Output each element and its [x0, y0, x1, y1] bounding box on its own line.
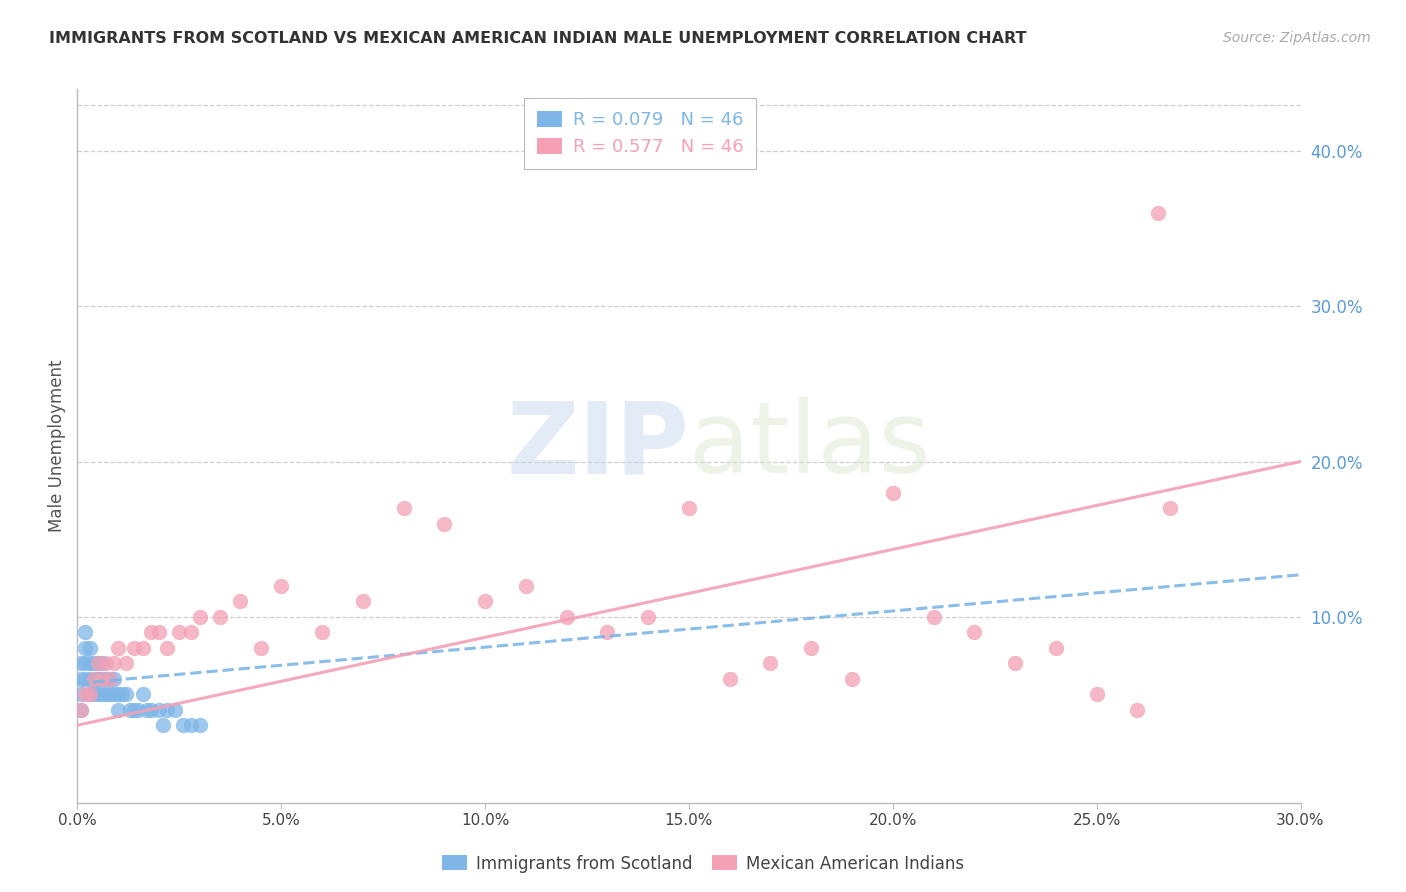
Point — [1085, 687, 1108, 701]
Point — [87, 672, 110, 686]
Point — [103, 656, 125, 670]
Point — [103, 672, 125, 686]
Point — [152, 718, 174, 732]
Point — [311, 625, 333, 640]
Point — [79, 640, 101, 655]
Point — [70, 703, 93, 717]
Text: Source: ZipAtlas.com: Source: ZipAtlas.com — [1223, 31, 1371, 45]
Point — [107, 687, 129, 701]
Point — [1045, 640, 1067, 655]
Point — [70, 703, 93, 717]
Point — [555, 609, 578, 624]
Point — [90, 656, 112, 670]
Point — [1126, 703, 1149, 717]
Point — [922, 609, 945, 624]
Point — [1004, 656, 1026, 670]
Point — [963, 625, 986, 640]
Point — [83, 656, 105, 670]
Point — [474, 594, 496, 608]
Point — [115, 687, 138, 701]
Point — [156, 640, 179, 655]
Point — [94, 672, 117, 686]
Point — [433, 516, 456, 531]
Point — [75, 672, 97, 686]
Point — [678, 501, 700, 516]
Point — [94, 687, 117, 701]
Point — [131, 687, 153, 701]
Legend: R = 0.079   N = 46, R = 0.577   N = 46: R = 0.079 N = 46, R = 0.577 N = 46 — [524, 98, 756, 169]
Point — [70, 687, 93, 701]
Point — [87, 687, 110, 701]
Y-axis label: Male Unemployment: Male Unemployment — [48, 359, 66, 533]
Point — [139, 625, 162, 640]
Point — [131, 640, 153, 655]
Point — [718, 672, 741, 686]
Point — [188, 718, 211, 732]
Point — [250, 640, 273, 655]
Point — [75, 640, 97, 655]
Point — [107, 703, 129, 717]
Point — [87, 656, 110, 670]
Point — [229, 594, 252, 608]
Point — [70, 656, 93, 670]
Point — [98, 672, 121, 686]
Point — [75, 687, 97, 701]
Point — [841, 672, 863, 686]
Point — [124, 640, 146, 655]
Point — [115, 656, 138, 670]
Point — [1147, 206, 1170, 220]
Point — [79, 687, 101, 701]
Point — [107, 640, 129, 655]
Point — [759, 656, 782, 670]
Point — [800, 640, 823, 655]
Text: ZIP: ZIP — [506, 398, 689, 494]
Point — [165, 703, 187, 717]
Point — [180, 625, 202, 640]
Point — [209, 609, 232, 624]
Legend: Immigrants from Scotland, Mexican American Indians: Immigrants from Scotland, Mexican Americ… — [436, 848, 970, 880]
Point — [90, 687, 112, 701]
Point — [515, 579, 537, 593]
Point — [94, 656, 117, 670]
Text: IMMIGRANTS FROM SCOTLAND VS MEXICAN AMERICAN INDIAN MALE UNEMPLOYMENT CORRELATIO: IMMIGRANTS FROM SCOTLAND VS MEXICAN AMER… — [49, 31, 1026, 46]
Point — [79, 656, 101, 670]
Point — [392, 501, 415, 516]
Point — [90, 672, 112, 686]
Point — [87, 656, 110, 670]
Point — [70, 672, 93, 686]
Point — [128, 703, 150, 717]
Point — [139, 703, 162, 717]
Point — [882, 485, 904, 500]
Point — [637, 609, 659, 624]
Point — [188, 609, 211, 624]
Point — [596, 625, 619, 640]
Point — [111, 687, 134, 701]
Point — [83, 687, 105, 701]
Point — [120, 703, 142, 717]
Point — [98, 672, 121, 686]
Point — [169, 625, 191, 640]
Point — [124, 703, 146, 717]
Point — [75, 625, 97, 640]
Point — [135, 703, 157, 717]
Point — [156, 703, 179, 717]
Point — [79, 687, 101, 701]
Point — [87, 672, 110, 686]
Point — [352, 594, 374, 608]
Point — [270, 579, 292, 593]
Point — [180, 718, 202, 732]
Text: atlas: atlas — [689, 398, 931, 494]
Point — [83, 672, 105, 686]
Point — [148, 703, 170, 717]
Point — [103, 687, 125, 701]
Point — [98, 687, 121, 701]
Point — [79, 672, 101, 686]
Point — [90, 672, 112, 686]
Point — [148, 625, 170, 640]
Point — [79, 687, 101, 701]
Point — [75, 656, 97, 670]
Point — [172, 718, 194, 732]
Point — [83, 672, 105, 686]
Point — [1159, 501, 1181, 516]
